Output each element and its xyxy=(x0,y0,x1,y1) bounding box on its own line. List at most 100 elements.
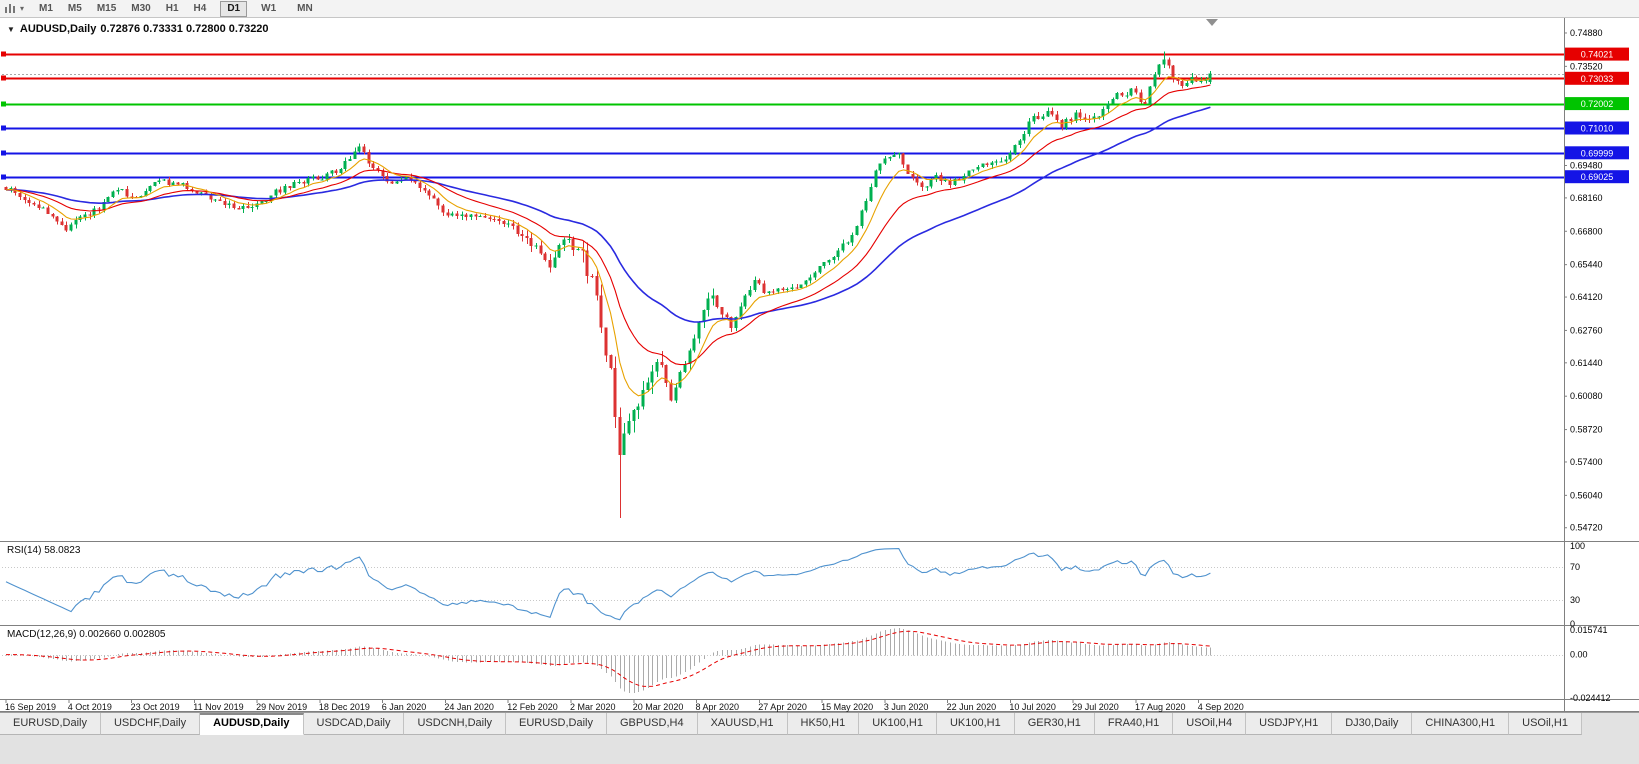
x-axis: 16 Sep 2019 4 Oct 2019 23 Oct 2019 11 Nov 2… xyxy=(5,700,1244,712)
chart-tab-usoil-h4[interactable]: USOil,H4 xyxy=(1173,713,1247,735)
chart-type-icon[interactable] xyxy=(4,3,18,15)
rsi-axis-label: 30 xyxy=(1570,595,1580,605)
macd-axis-label: 0.015741 xyxy=(1570,625,1608,635)
y-axis-tick: 0.57400 xyxy=(1570,457,1603,467)
macd-axis-label: 0.00 xyxy=(1570,650,1588,660)
y-axis-tick: 0.64120 xyxy=(1570,292,1603,302)
timeframe-button-h4[interactable]: H4 xyxy=(193,2,207,14)
rsi-line xyxy=(5,548,1211,621)
x-axis-label: 29 Nov 2019 xyxy=(256,702,307,712)
timeframe-button-d1[interactable]: D1 xyxy=(220,0,248,17)
chart-tab-eurusd-daily[interactable]: EURUSD,Daily xyxy=(0,713,101,735)
timeframe-button-mn[interactable]: MN xyxy=(297,2,313,14)
y-axis-tick: 0.56040 xyxy=(1570,490,1603,500)
x-axis-label: 29 Jul 2020 xyxy=(1072,702,1119,712)
price-badge-label: 0.69025 xyxy=(1581,172,1614,182)
toolbar-caret-icon[interactable]: ▾ xyxy=(20,4,25,13)
x-axis-label: 17 Aug 2020 xyxy=(1135,702,1186,712)
line-handle[interactable] xyxy=(1,174,6,180)
price-badge-0.74021 xyxy=(1565,47,1629,61)
chart-tab-ger30-h1[interactable]: GER30,H1 xyxy=(1014,713,1095,735)
x-axis-label: 11 Nov 2019 xyxy=(193,702,243,712)
timeframe-button-h1[interactable]: H1 xyxy=(165,2,179,14)
y-axis-tick: 0.54720 xyxy=(1570,523,1603,533)
chart-tab-usdcad-daily[interactable]: USDCAD,Daily xyxy=(303,713,405,735)
price-badge-label: 0.72002 xyxy=(1581,99,1614,109)
timeframe-button-m5[interactable]: M5 xyxy=(67,2,82,14)
timeframe-buttons: M1 M5 M15 M30 H1 H4 D1 W1 MN xyxy=(32,0,321,17)
one-click-trading-arrow-icon[interactable]: ▼ xyxy=(7,25,15,34)
y-axis-tick: 0.65440 xyxy=(1570,260,1603,270)
rsi-indicator-label: RSI(14) 58.0823 xyxy=(7,545,81,556)
chart-tab-china300-h1[interactable]: CHINA300,H1 xyxy=(1412,713,1510,735)
x-axis-label: 27 Apr 2020 xyxy=(758,702,807,712)
rsi-axis-label: 0 xyxy=(1570,619,1575,629)
y-axis-tick: 0.66800 xyxy=(1570,226,1603,236)
x-axis-label: 8 Apr 2020 xyxy=(696,702,740,712)
chart-tab-gbpusd-h4[interactable]: GBPUSD,H4 xyxy=(607,713,698,735)
price-badge-0.73033 xyxy=(1565,71,1629,85)
chart-tab-eurusd-daily[interactable]: EURUSD,Daily xyxy=(506,713,607,735)
timeframe-button-m1[interactable]: M1 xyxy=(39,2,53,14)
line-handle[interactable] xyxy=(1,101,6,107)
line-handle[interactable] xyxy=(1,51,6,57)
chart-title-symbol: AUDUSD,Daily xyxy=(19,23,97,35)
y-axis: 0.74880 0.73520 0.69480 0.68160 0.66800 0.654… xyxy=(1564,28,1629,703)
price-badge-0.69025 xyxy=(1565,170,1629,184)
line-handle[interactable] xyxy=(1,75,6,81)
chart-tab-uk100-h1[interactable]: UK100,H1 xyxy=(859,713,937,735)
x-axis-label: 16 Sep 2019 xyxy=(5,702,56,712)
y-axis-tick: 0.61440 xyxy=(1570,358,1603,368)
timeframe-toolbar: ▾ M1 M5 M15 M30 H1 H4 D1 W1 MN xyxy=(0,0,1639,18)
price-badge-label: 0.69999 xyxy=(1581,148,1614,158)
x-axis-label: 4 Oct 2019 xyxy=(68,702,112,712)
chart-tab-xauusd-h1[interactable]: XAUUSD,H1 xyxy=(697,713,788,735)
chart-tab-fra40-h1[interactable]: FRA40,H1 xyxy=(1094,713,1174,735)
chart-tab-audusd-daily[interactable]: AUDUSD,Daily xyxy=(200,713,304,735)
rsi-axis-label: 70 xyxy=(1570,562,1580,572)
chart-tab-usdcnh-daily[interactable]: USDCNH,Daily xyxy=(404,713,507,735)
ma-mid-line xyxy=(5,84,1211,366)
line-handle[interactable] xyxy=(1,150,6,156)
x-axis-label: 24 Jan 2020 xyxy=(444,702,494,712)
horizontal-line-objects xyxy=(1,51,1564,180)
chart-tab-hk50-h1[interactable]: HK50,H1 xyxy=(787,713,860,735)
x-axis-label: 2 Mar 2020 xyxy=(570,702,616,712)
macd-axis-label: -0.024412 xyxy=(1570,693,1611,703)
price-badge-0.71010 xyxy=(1565,121,1629,135)
y-axis-tick: 0.60080 xyxy=(1570,391,1603,401)
x-axis-label: 4 Sep 2020 xyxy=(1198,702,1244,712)
rsi-axis-label: 100 xyxy=(1570,541,1585,551)
timeframe-button-m15[interactable]: M15 xyxy=(96,2,117,14)
chart-title: ▼ AUDUSD,Daily 0.72876 0.73331 0.72800 0.7… xyxy=(7,23,273,35)
price-badge-0.72002 xyxy=(1565,97,1629,111)
chart-tab-usdchf-daily[interactable]: USDCHF,Daily xyxy=(100,713,201,735)
chart-shift-marker-icon[interactable] xyxy=(1206,19,1218,26)
y-axis-tick: 0.68160 xyxy=(1570,193,1603,203)
chart-tab-uk100-h1[interactable]: UK100,H1 xyxy=(936,713,1015,735)
chart-tab-dj30-daily[interactable]: DJ30,Daily xyxy=(1332,713,1413,735)
x-axis-label: 18 Dec 2019 xyxy=(319,702,370,712)
chart-tab-bar: EURUSD,Daily USDCHF,Daily AUDUSD,Daily USDC… xyxy=(0,712,1639,764)
price-badge-label: 0.73033 xyxy=(1581,74,1614,84)
x-axis-label: 12 Feb 2020 xyxy=(507,702,558,712)
chart-tab-usoil-h1[interactable]: USOil,H1 xyxy=(1509,713,1582,735)
chart-background xyxy=(0,18,1639,711)
y-axis-tick: 0.74880 xyxy=(1570,28,1603,38)
timeframe-button-w1[interactable]: W1 xyxy=(261,2,277,14)
price-badge-label: 0.74021 xyxy=(1581,50,1614,60)
x-axis-label: 22 Jun 2020 xyxy=(947,702,997,712)
x-axis-label: 6 Jan 2020 xyxy=(382,702,427,712)
x-axis-label: 3 Jun 2020 xyxy=(884,702,929,712)
x-axis-label: 20 Mar 2020 xyxy=(633,702,684,712)
chart-tab-usdjpy-h1[interactable]: USDJPY,H1 xyxy=(1246,713,1333,735)
x-axis-label: 23 Oct 2019 xyxy=(131,702,180,712)
macd-indicator-label: MACD(12,26,9) 0.002660 0.002805 xyxy=(7,629,166,640)
line-handle[interactable] xyxy=(1,125,6,131)
y-axis-tick: 0.73520 xyxy=(1570,61,1603,71)
y-axis-tick: 0.62760 xyxy=(1570,325,1603,335)
ma-fast-line xyxy=(5,76,1211,397)
timeframe-button-m30[interactable]: M30 xyxy=(131,2,151,14)
